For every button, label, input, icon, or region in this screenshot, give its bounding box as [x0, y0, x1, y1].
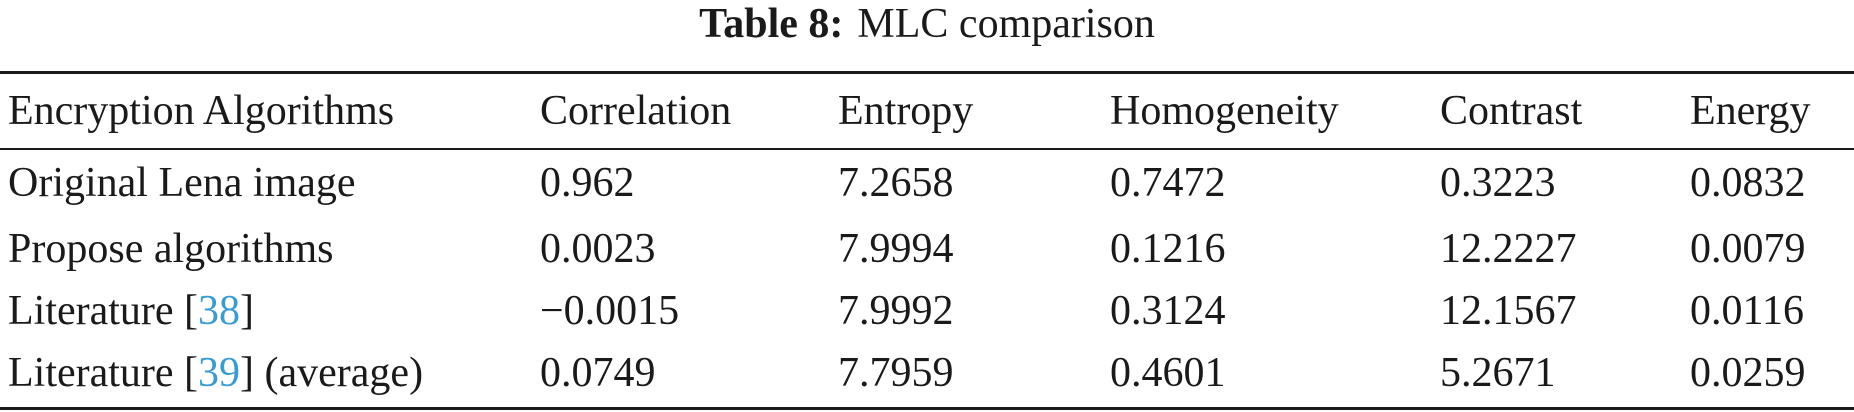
top-rule: [0, 71, 1854, 74]
algorithm-name: Original Lena image: [8, 160, 356, 206]
algorithm-cell: Propose algorithms: [0, 218, 540, 280]
algorithm-name: Literature [: [8, 350, 199, 396]
table-row: Original Lena image 0.962 7.2658 0.7472 …: [0, 148, 1854, 218]
energy-cell: 0.0116: [1690, 288, 1804, 334]
homogeneity-cell: 0.4601: [1110, 350, 1226, 396]
contrast-cell: 5.2671: [1440, 350, 1556, 396]
correlation-cell: 0.962: [540, 160, 635, 206]
citation-link-38[interactable]: 38: [198, 288, 241, 334]
table-row: Literature [38] −0.0015 7.9992 0.3124 12…: [0, 280, 1854, 342]
algorithm-cell: Literature [39] (average): [0, 342, 540, 404]
table-row: Propose algorithms 0.0023 7.9994 0.1216 …: [0, 218, 1854, 280]
algorithm-name: Propose algorithms: [8, 226, 334, 272]
table-title: MLC comparison: [857, 1, 1155, 47]
energy-cell: 0.0259: [1690, 350, 1806, 396]
contrast-cell: 12.1567: [1440, 288, 1577, 334]
bottom-rule: [0, 407, 1854, 410]
homogeneity-cell: 0.1216: [1110, 226, 1226, 272]
column-header-homogeneity: Homogeneity: [1110, 88, 1339, 134]
energy-cell: 0.0079: [1690, 226, 1806, 272]
algorithm-name-suffix: ]: [240, 288, 255, 334]
header-row: Encryption Algorithms Correlation Entrop…: [0, 74, 1854, 148]
correlation-cell: 0.0023: [540, 226, 656, 272]
correlation-cell: −0.0015: [540, 288, 680, 334]
entropy-cell: 7.9992: [838, 288, 954, 334]
entropy-cell: 7.2658: [838, 160, 954, 206]
citation-link-39[interactable]: 39: [198, 350, 241, 396]
correlation-cell: 0.0749: [540, 350, 656, 396]
homogeneity-cell: 0.7472: [1110, 160, 1226, 206]
table-number-label: Table 8:: [699, 1, 844, 47]
table-caption: Table 8: MLC comparison: [0, 0, 1854, 52]
column-header-energy: Energy: [1690, 88, 1811, 134]
algorithm-name-suffix: ] (average): [240, 350, 424, 396]
contrast-cell: 0.3223: [1440, 160, 1556, 206]
algorithm-cell: Literature [38]: [0, 280, 540, 342]
energy-cell: 0.0832: [1690, 160, 1806, 206]
column-header-contrast: Contrast: [1440, 88, 1583, 134]
header-rule: [0, 148, 1854, 150]
algorithm-name: Literature [: [8, 288, 199, 334]
comparison-table: Encryption Algorithms Correlation Entrop…: [0, 74, 1854, 404]
column-header-algorithm: Encryption Algorithms: [8, 88, 395, 134]
entropy-cell: 7.7959: [838, 350, 954, 396]
column-header-entropy: Entropy: [838, 88, 974, 134]
table-row: Literature [39] (average) 0.0749 7.7959 …: [0, 342, 1854, 404]
algorithm-cell: Original Lena image: [0, 148, 540, 218]
entropy-cell: 7.9994: [838, 226, 954, 272]
column-header-correlation: Correlation: [540, 88, 732, 134]
homogeneity-cell: 0.3124: [1110, 288, 1226, 334]
contrast-cell: 12.2227: [1440, 226, 1577, 272]
